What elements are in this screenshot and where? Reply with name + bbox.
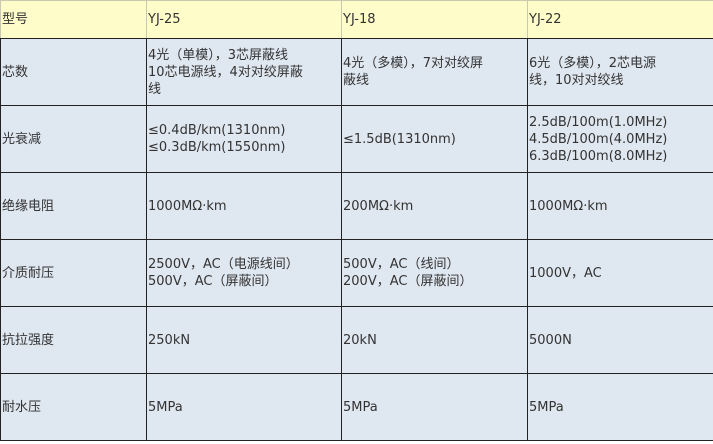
cell-line: 500V，AC（线间） xyxy=(343,257,460,272)
row-label: 光衰减 xyxy=(0,105,147,173)
cell-line: 1000MΩ·km xyxy=(529,198,608,214)
cell-line: 10芯电源线，4对对绞屏蔽 xyxy=(148,64,303,80)
cell-line: 4光（单模），3芯屏蔽线 xyxy=(148,47,289,63)
cell-line: 200MΩ·km xyxy=(343,198,414,214)
cell-line: 250kN xyxy=(148,332,191,348)
table-cell: 200MΩ·km xyxy=(341,172,528,240)
header-cell-model: 型号 xyxy=(0,0,147,39)
table-cell: ≤1.5dB(1310nm) xyxy=(341,105,528,173)
cell-line: 线 xyxy=(148,81,162,97)
table-cell: 250kN xyxy=(146,306,342,374)
cell-line: 5MPa xyxy=(148,399,183,415)
cell-line: 2.5dB/100m(1.0MHz) xyxy=(529,114,668,130)
cell-line: 5MPa xyxy=(343,399,378,415)
table-row: 抗拉强度 250kN 20kN 5000N xyxy=(0,306,713,374)
table-cell: 6光（多模），2芯电源 线，10对对绞线 xyxy=(527,38,713,106)
row-label: 耐水压 xyxy=(0,373,147,441)
table-row: 介质耐压 2500V，AC（电源线间） 500V，AC（屏蔽间） 500V，AC（线间… xyxy=(0,239,713,307)
cell-line: ≤1.5dB(1310nm) xyxy=(343,131,456,147)
cell-line: 1000V，AC xyxy=(529,265,602,281)
cell-line: 6光（多模），2芯电源 xyxy=(529,56,657,71)
cell-line: 2500V，AC（电源线间） xyxy=(148,257,299,272)
cell-line: 6.3dB/100m(8.0MHz) xyxy=(529,148,668,164)
header-cell-yj18: YJ-18 xyxy=(341,0,528,39)
table-cell: 4光（单模），3芯屏蔽线 10芯电源线，4对对绞屏蔽线 xyxy=(146,38,342,106)
cell-line: 1000MΩ·km xyxy=(148,198,227,214)
row-label: 芯数 xyxy=(0,38,147,106)
cell-line: 20kN xyxy=(343,332,377,348)
cell-line: 5000N xyxy=(529,332,572,348)
row-label: 绝缘电阻 xyxy=(0,172,147,240)
table-row: 耐水压 5MPa 5MPa 5MPa xyxy=(0,373,713,441)
table-cell: 5MPa xyxy=(341,373,528,441)
header-cell-yj22: YJ-22 xyxy=(527,0,713,39)
cell-line: 4.5dB/100m(4.0MHz) xyxy=(529,131,668,147)
table-row: 芯数 4光（单模），3芯屏蔽线 10芯电源线，4对对绞屏蔽线 4光（多模），7对对绞屏… xyxy=(0,38,713,106)
table-row: 光衰减 ≤0.4dB/km(1310nm) ≤0.3dB/km(1550nm) ≤1.… xyxy=(0,105,713,173)
table-cell: 1000MΩ·km xyxy=(527,172,713,240)
table-cell: 4光（多模），7对对绞屏 蔽线 xyxy=(341,38,528,106)
header-cell-yj25: YJ-25 xyxy=(146,0,342,39)
table-cell: 2500V，AC（电源线间） 500V，AC（屏蔽间） xyxy=(146,239,342,307)
cell-line: 5MPa xyxy=(529,399,564,415)
table-cell: 1000MΩ·km xyxy=(146,172,342,240)
table-cell: 5MPa xyxy=(527,373,713,441)
table-cell: 5000N xyxy=(527,306,713,374)
cell-line: 200V，AC（屏蔽间） xyxy=(343,274,473,289)
table-cell: 1000V，AC xyxy=(527,239,713,307)
table-cell: 500V，AC（线间） 200V，AC（屏蔽间） xyxy=(341,239,528,307)
cell-line: ≤0.3dB/km(1550nm) xyxy=(148,140,286,155)
cell-line: 线，10对对绞线 xyxy=(529,73,624,88)
row-label: 抗拉强度 xyxy=(0,306,147,374)
table-cell: ≤0.4dB/km(1310nm) ≤0.3dB/km(1550nm) xyxy=(146,105,342,173)
header-row: 型号 YJ-25 YJ-18 YJ-22 xyxy=(0,0,713,39)
table-cell: 5MPa xyxy=(146,373,342,441)
table-cell: 2.5dB/100m(1.0MHz) 4.5dB/100m(4.0MHz) 6.3d… xyxy=(527,105,713,173)
cell-line: 蔽线 xyxy=(343,73,370,88)
table-row: 绝缘电阻 1000MΩ·km 200MΩ·km 1000MΩ·km xyxy=(0,172,713,240)
table-cell: 20kN xyxy=(341,306,528,374)
row-label: 介质耐压 xyxy=(0,239,147,307)
cell-line: 4光（多模），7对对绞屏 xyxy=(343,56,484,71)
cell-line: 500V，AC（屏蔽间） xyxy=(148,274,278,289)
cell-line: ≤0.4dB/km(1310nm) xyxy=(148,123,286,138)
